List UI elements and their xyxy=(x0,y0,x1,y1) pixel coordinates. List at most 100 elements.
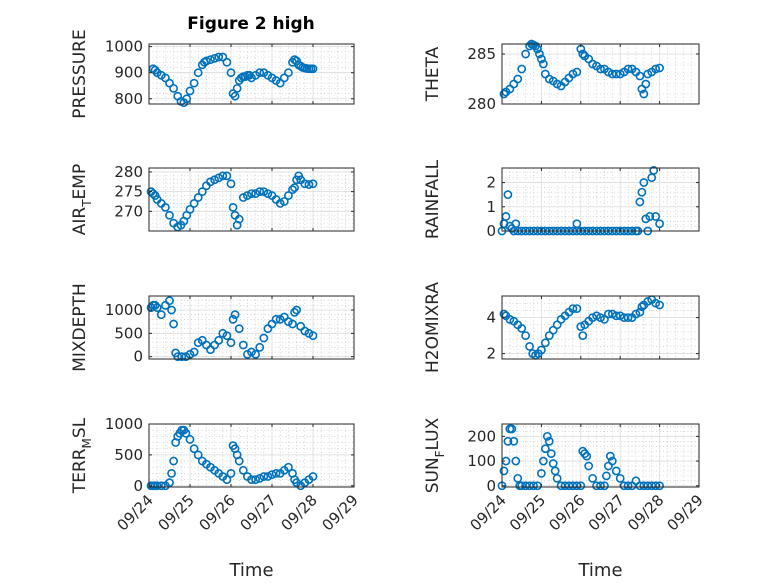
data-point xyxy=(283,462,293,472)
subplot-terr-msl: 0 500 1000 TERRMSL 09/2409/2509/2609/2709/28… xyxy=(70,415,362,581)
data-point xyxy=(517,64,527,74)
data-point xyxy=(156,481,166,491)
data-point xyxy=(214,335,224,345)
data-point xyxy=(169,83,178,93)
y-tick-label: 1 xyxy=(486,198,496,216)
data-point xyxy=(226,179,236,189)
axes-frame xyxy=(501,43,700,105)
data-point xyxy=(588,473,598,483)
data-point xyxy=(193,68,203,78)
x-tick-label: 09/25 xyxy=(155,491,198,534)
axes-frame xyxy=(501,167,700,232)
data-point xyxy=(181,428,191,438)
data-point xyxy=(167,305,176,315)
data-point xyxy=(156,310,166,320)
data-point xyxy=(603,309,613,319)
figure-title: Figure 2 high xyxy=(187,14,315,34)
data-point xyxy=(267,470,277,480)
data-point xyxy=(639,178,649,187)
data-point xyxy=(160,73,170,83)
data-point xyxy=(263,189,273,198)
y-tick-label: 100 xyxy=(467,452,496,470)
data-point xyxy=(290,307,299,317)
subplot-sun-flux: 0 100 200 SUNFLUX 09/2409/2509/2609/2709/280… xyxy=(423,417,707,581)
data-point xyxy=(228,314,238,324)
data-point xyxy=(552,473,562,483)
data-point xyxy=(230,91,240,101)
data-point xyxy=(535,49,544,59)
data-point xyxy=(540,444,550,454)
data-point xyxy=(152,481,162,491)
data-point xyxy=(150,300,160,310)
y-axis-label: THETA xyxy=(423,46,443,102)
data-point xyxy=(222,57,232,67)
data-point xyxy=(637,187,647,197)
data-point xyxy=(185,435,195,444)
data-point xyxy=(283,191,293,200)
data-point xyxy=(308,472,318,481)
data-point xyxy=(517,323,527,333)
data-point xyxy=(639,89,649,99)
y-axis-label: H2OMIXRA xyxy=(423,282,443,373)
data-point xyxy=(271,469,281,478)
data-point xyxy=(206,55,215,65)
data-point xyxy=(271,314,281,324)
data-point xyxy=(214,52,224,62)
x-tick-label: 09/24 xyxy=(114,491,157,534)
data-point xyxy=(600,481,609,491)
data-point xyxy=(206,177,215,187)
data-point xyxy=(226,469,236,478)
data-point xyxy=(185,86,195,96)
data-point xyxy=(255,473,265,483)
data-point xyxy=(185,204,195,214)
data-point xyxy=(152,303,162,313)
data-point xyxy=(529,481,538,491)
data-point xyxy=(238,340,248,350)
y-tick-label: 0 xyxy=(486,222,496,240)
data-point xyxy=(182,94,192,104)
data-point xyxy=(651,64,661,74)
y-tick-label: 2 xyxy=(486,174,496,192)
data-point xyxy=(234,324,244,334)
data-point xyxy=(234,214,244,224)
y-tick-label: 0 xyxy=(133,477,143,495)
data-point xyxy=(167,469,176,478)
subplot-mixdepth: 0 500 1000 MIXDEPTH xyxy=(70,283,355,372)
data-point xyxy=(263,472,273,481)
data-point xyxy=(308,64,318,74)
data-point xyxy=(511,456,521,466)
y-tick-label: 2 xyxy=(486,345,496,363)
data-point xyxy=(513,74,523,84)
data-point xyxy=(635,71,645,81)
y-tick-label: 1000 xyxy=(105,301,143,319)
data-point xyxy=(655,481,664,491)
data-point xyxy=(226,338,236,348)
axes-frame xyxy=(501,295,700,360)
x-tick-label: 09/27 xyxy=(585,491,628,534)
data-point xyxy=(226,68,236,78)
data-point xyxy=(206,345,215,355)
x-tick-label: 09/26 xyxy=(545,491,588,534)
y-tick-label: 4 xyxy=(486,309,496,327)
data-point xyxy=(623,64,633,74)
data-point xyxy=(645,212,655,221)
data-point xyxy=(572,304,582,313)
y-tick-label: 270 xyxy=(114,202,143,220)
data-point xyxy=(623,313,633,322)
data-point xyxy=(296,321,306,331)
y-tick-label: 1000 xyxy=(105,415,143,433)
data-point xyxy=(230,310,240,320)
y-tick-label: 275 xyxy=(114,183,143,201)
y-tick-label: 0 xyxy=(133,348,143,366)
axes-frame xyxy=(148,43,355,105)
data-point xyxy=(304,180,314,189)
data-point xyxy=(578,331,588,340)
data-point xyxy=(537,54,546,64)
data-point xyxy=(623,481,633,491)
data-point xyxy=(177,352,187,362)
data-point xyxy=(189,78,199,88)
data-point xyxy=(251,349,260,359)
data-point xyxy=(544,436,554,446)
axes-frame xyxy=(148,167,355,232)
